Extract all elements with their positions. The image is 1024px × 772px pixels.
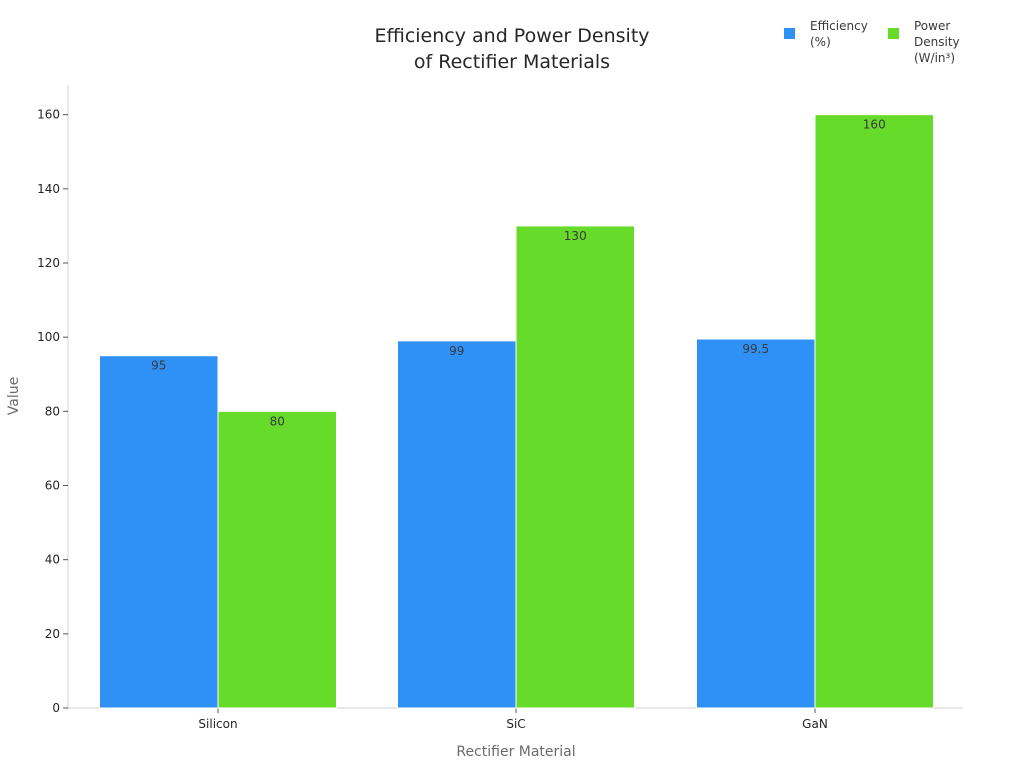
y-tick-label: 120 [37,256,60,270]
bar-silicon-series-2 [217,410,337,709]
axes: 0 20 40 60 80 100 120 140 160 Silicon SiC GaN [37,85,963,731]
legend-label: Density [914,35,960,49]
y-tick-label: 40 [45,553,60,567]
bars [99,114,934,709]
chart-title-line-1: Efficiency and Power Density [374,25,649,47]
bar-sic-series-1 [397,340,517,709]
chart-title-line-2: of Rectifier Materials [414,51,610,73]
x-tick-label: Silicon [198,717,237,731]
legend-swatch [888,28,899,39]
data-label: 160 [863,118,886,132]
y-tick-label: 20 [45,627,60,641]
y-axis-label: Value [6,377,22,415]
chart-title: Efficiency and Power Density of Rectifier… [374,25,649,73]
data-labels: 95 99 99.5 80 130 160 [151,118,886,429]
bar-gan-series-2 [814,114,934,709]
bar-silicon-series-1 [99,355,219,709]
data-label: 130 [564,229,587,243]
y-tick-label: 140 [37,182,60,196]
legend-item-2: Power Density (W/in³) [888,19,960,65]
y-tick-label: 160 [37,108,60,122]
legend-label: Efficiency [810,19,868,33]
bar-gan-series-1 [696,338,816,709]
legend-label: Power [914,19,950,33]
legend-label: (W/in³) [914,51,955,65]
legend-item-1: Efficiency (%) [784,19,868,49]
x-axis-label: Rectifier Material [456,744,575,760]
x-tick-label: SiC [506,717,525,731]
data-label: 80 [270,414,285,428]
data-label: 99.5 [742,342,769,356]
y-tick-label: 0 [52,701,60,715]
y-tick-label: 80 [45,404,60,418]
x-tick-label: GaN [802,717,828,731]
data-label: 95 [151,359,166,373]
y-tick-label: 100 [37,330,60,344]
bar-sic-series-2 [515,225,635,709]
legend: Efficiency (%) Power Density (W/in³) [784,19,960,65]
legend-label: (%) [810,35,831,49]
legend-swatch [784,28,795,39]
data-label: 99 [449,344,464,358]
y-tick-label: 60 [45,479,60,493]
